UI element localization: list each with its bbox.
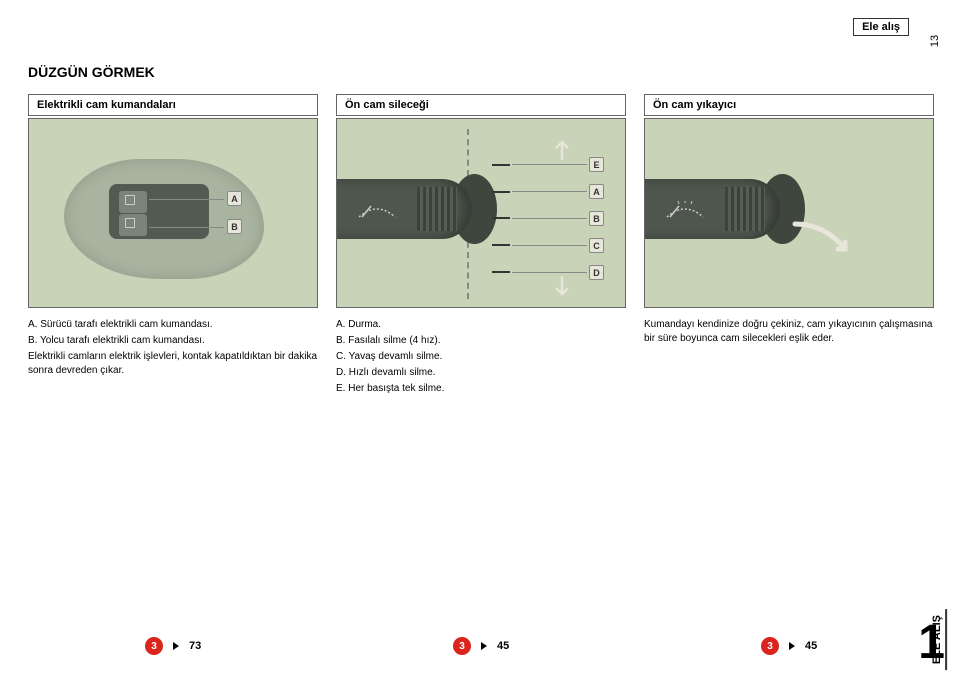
ref-circle-3: 3 — [761, 637, 779, 655]
panel2-desc: A. Durma. B. Fasılalı silme (4 hız). C. … — [336, 318, 626, 396]
panel2-line-e: E. Her basışta tek silme. — [336, 382, 626, 396]
panel2-title: Ön cam sileceği — [336, 94, 626, 116]
triangle-icon — [173, 642, 179, 650]
ref-circle-2: 3 — [453, 637, 471, 655]
panel3-desc: Kumandayı kendinize doğru çekiniz, cam y… — [644, 318, 934, 346]
panel2-image: E A B C D — [336, 118, 626, 308]
badge-a2: A — [589, 184, 604, 199]
ref-circle-1: 3 — [145, 637, 163, 655]
footer-ref-2: 3 45 — [453, 637, 509, 655]
panel1-image: A B — [28, 118, 318, 308]
main-heading: DÜZGÜN GÖRMEK — [28, 64, 155, 80]
panel1-line-a: A. Sürücü tarafı elektrikli cam kumandas… — [28, 318, 318, 332]
panel1-title: Elektrikli cam kumandaları — [28, 94, 318, 116]
panel-wiper: Ön cam sileceği E A B C D — [336, 94, 626, 398]
badge-d: D — [589, 265, 604, 280]
panel3-image — [644, 118, 934, 308]
panel-window-controls: Elektrikli cam kumandaları A B A. Sürücü… — [28, 94, 318, 380]
ref-page-3: 45 — [805, 640, 817, 652]
footer-ref-3: 3 45 — [761, 637, 817, 655]
panel-washer: Ön cam yıkayıcı Kumandayı kendinize doğr… — [644, 94, 934, 348]
ref-page-2: 45 — [497, 640, 509, 652]
panel2-line-d: D. Hızlı devamlı silme. — [336, 366, 626, 380]
header-label: Ele alış — [853, 18, 909, 36]
badge-e: E — [589, 157, 604, 172]
badge-b: B — [227, 219, 242, 234]
panel2-line-a: A. Durma. — [336, 318, 626, 332]
footer-ref-1: 3 73 — [145, 637, 201, 655]
page-number: 13 — [929, 35, 941, 47]
triangle-icon — [789, 642, 795, 650]
badge-b2: B — [589, 211, 604, 226]
badge-c: C — [589, 238, 604, 253]
panel1-desc: A. Sürücü tarafı elektrikli cam kumandas… — [28, 318, 318, 378]
arrow-pull-icon — [790, 219, 860, 264]
panel2-line-c: C. Yavaş devamlı silme. — [336, 350, 626, 364]
panel3-text: Kumandayı kendinize doğru çekiniz, cam y… — [644, 318, 934, 346]
panel1-line-note: Elektrikli camların elektrik işlevleri, … — [28, 350, 318, 378]
side-big-number: 1 — [918, 619, 945, 667]
arrow-down-icon — [552, 274, 572, 302]
panel1-line-b: B. Yolcu tarafı elektrikli cam kumandası… — [28, 334, 318, 348]
triangle-icon — [481, 642, 487, 650]
ref-page-1: 73 — [189, 640, 201, 652]
badge-a: A — [227, 191, 242, 206]
panel3-title: Ön cam yıkayıcı — [644, 94, 934, 116]
panel2-line-b: B. Fasılalı silme (4 hız). — [336, 334, 626, 348]
arrow-up-icon — [552, 134, 572, 162]
washer-icon — [665, 201, 705, 219]
wiper-icon — [357, 201, 397, 219]
